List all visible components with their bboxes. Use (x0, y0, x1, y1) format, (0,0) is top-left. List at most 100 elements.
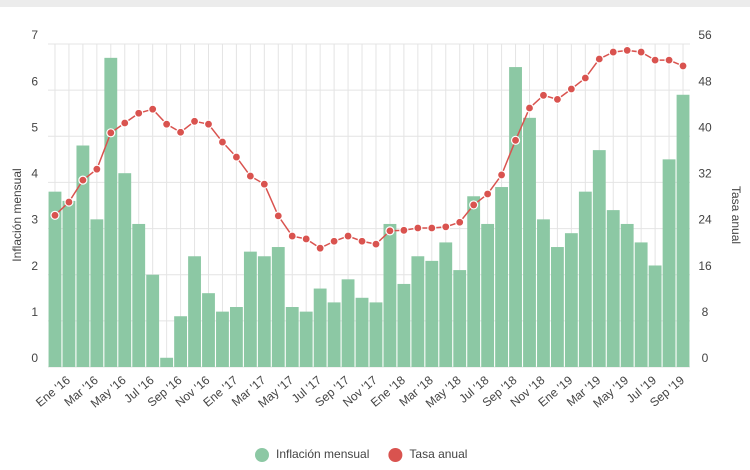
y-tick-label: 5 (31, 120, 38, 134)
bar (104, 57, 118, 367)
line-point (538, 90, 549, 100)
y2-axis-title: Tasa anual (729, 186, 743, 244)
bar (606, 210, 620, 367)
bar (578, 191, 592, 367)
bar (229, 307, 243, 367)
line-point (148, 104, 158, 114)
bar (257, 256, 271, 367)
line-point (217, 137, 228, 147)
bar (634, 242, 648, 367)
bar (299, 311, 313, 367)
bar (76, 145, 90, 367)
y2-tick-label: 16 (698, 259, 712, 273)
bar (118, 173, 132, 367)
line-point (245, 171, 255, 181)
bar (132, 223, 146, 367)
bar (592, 150, 606, 367)
line-point (385, 226, 395, 236)
bar (564, 233, 578, 367)
line-point (343, 231, 353, 241)
line-point (231, 152, 242, 162)
bar (62, 200, 76, 367)
bar (425, 260, 439, 367)
legend-swatch (388, 448, 403, 462)
line-point (469, 200, 479, 210)
line-point (64, 197, 74, 207)
line-point (315, 243, 325, 253)
line-point (120, 118, 130, 128)
bar (216, 311, 229, 367)
bar (383, 223, 397, 367)
bar (537, 219, 550, 367)
line-point (496, 170, 507, 180)
line-point (329, 236, 339, 246)
line-point (189, 116, 200, 126)
line-point (106, 128, 116, 138)
y2-tick-label: 24 (698, 213, 712, 227)
bar (523, 117, 536, 367)
bar (271, 247, 285, 367)
y2-tick-label: 40 (698, 120, 712, 134)
y-tick-label: 0 (31, 351, 38, 365)
line-point (413, 223, 423, 233)
bar (648, 265, 662, 367)
line-point (552, 94, 563, 104)
line-point (441, 222, 451, 232)
bar (676, 94, 690, 367)
bar (355, 297, 369, 367)
line-point (510, 135, 521, 145)
bar (467, 196, 481, 367)
line-point (455, 217, 465, 227)
y-tick-label: 2 (31, 259, 38, 273)
y-tick-label: 7 (31, 28, 38, 42)
bar (188, 256, 201, 367)
y2-tick-label: 0 (702, 351, 709, 365)
line-point (203, 119, 214, 129)
bar (495, 187, 509, 367)
bar (202, 293, 215, 367)
bar (509, 67, 522, 368)
line-point (399, 225, 409, 235)
bar (411, 256, 425, 367)
y-tick-label: 3 (31, 213, 38, 227)
y-tick-label: 4 (31, 167, 38, 181)
line-point (92, 164, 102, 174)
line-point (594, 54, 604, 64)
line-point (134, 108, 144, 118)
bar (313, 288, 327, 367)
y-tick-label: 1 (31, 305, 38, 319)
bar (439, 242, 453, 367)
line-point (524, 103, 535, 113)
top-bar (0, 0, 750, 7)
line-point (636, 47, 646, 57)
line-point (175, 127, 186, 137)
line-point (287, 231, 297, 241)
y-axis-title: Inflación mensual (10, 168, 24, 261)
line-point (650, 55, 660, 65)
bar (662, 159, 676, 367)
line-point (371, 239, 381, 249)
bar (285, 307, 299, 367)
line-point (566, 84, 576, 94)
line-point (622, 45, 632, 55)
bar (481, 223, 495, 367)
line-point (580, 73, 590, 83)
y-tick-label: 6 (31, 74, 38, 88)
bar (160, 357, 174, 367)
line (54, 49, 684, 250)
bar (620, 223, 634, 367)
line-point (50, 210, 60, 220)
line-point (259, 179, 269, 189)
line-point (162, 119, 172, 129)
bar (174, 316, 188, 367)
y2-tick-label: 56 (698, 28, 712, 42)
line-point (301, 234, 311, 244)
bar (243, 251, 257, 367)
line-point (78, 175, 88, 185)
bar (453, 270, 467, 367)
legend-swatch (255, 448, 269, 462)
bar (327, 302, 341, 367)
line-point (483, 189, 493, 199)
bar (341, 279, 355, 367)
